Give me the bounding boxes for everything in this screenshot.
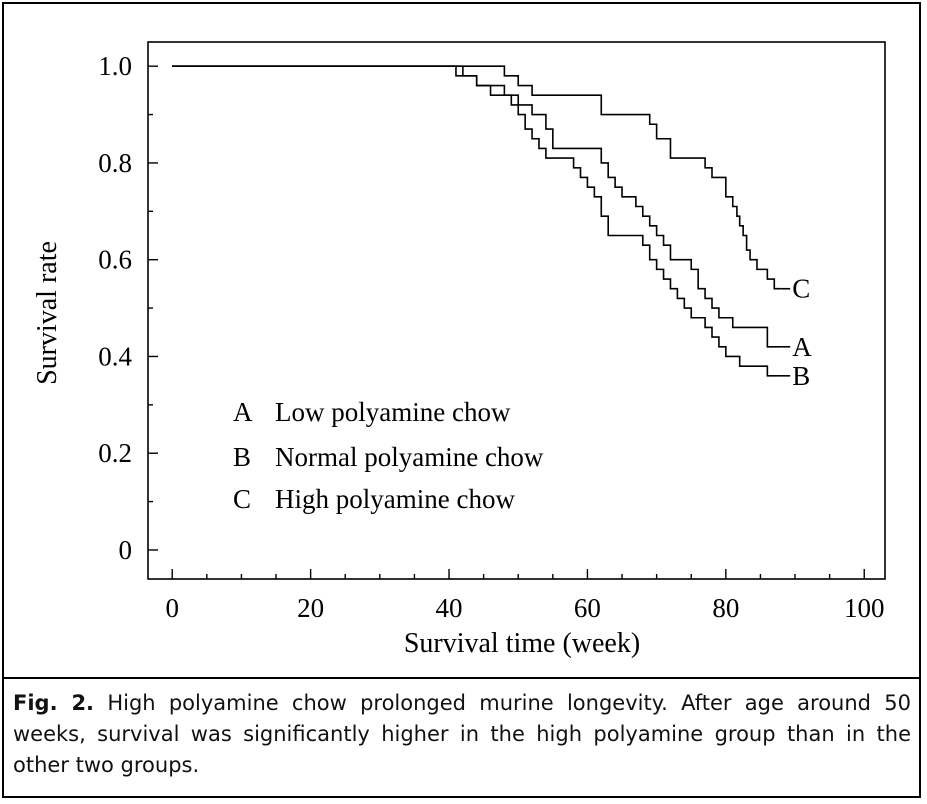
series-end-label-a: A <box>792 332 812 362</box>
series-end-label-c: C <box>792 274 810 304</box>
figure-caption: Fig. 2. High polyamine chow prolonged mu… <box>13 688 911 781</box>
legend-key-a: A <box>233 397 253 427</box>
x-tick-label: 20 <box>297 593 324 623</box>
x-tick-label: 40 <box>436 593 463 623</box>
y-tick-label: 0.8 <box>98 148 132 178</box>
caption-text: High polyamine chow prolonged murine lon… <box>13 691 911 777</box>
legend-label-c: High polyamine chow <box>275 484 515 514</box>
y-tick-label: 0.6 <box>98 245 132 275</box>
axis-ticks <box>148 65 865 579</box>
x-tick-label: 0 <box>165 593 179 623</box>
y-tick-label: 0.2 <box>98 438 132 468</box>
series-end-label-b: B <box>792 361 810 391</box>
y-tick-label: 0 <box>119 535 133 565</box>
x-axis-label: Survival time (week) <box>404 628 640 659</box>
series-lines <box>172 65 782 377</box>
series-line-b <box>172 65 782 377</box>
legend-label-b: Normal polyamine chow <box>275 442 544 472</box>
y-axis-label: Survival rate <box>32 241 63 385</box>
legend-key-b: B <box>233 442 251 472</box>
legend: A Low polyamine chow B Normal polyamine … <box>233 397 544 514</box>
series-line-a <box>172 65 782 348</box>
series-end-labels: AB C <box>781 274 812 391</box>
legend-label-a: Low polyamine chow <box>275 397 511 427</box>
y-tick-label: 0.4 <box>98 341 132 371</box>
series-line-c <box>172 65 782 290</box>
caption-divider <box>4 677 919 679</box>
tick-labels: 0 20 40 60 80 100 0 0.2 0.4 0.6 0.8 1.0 <box>98 51 884 623</box>
y-tick-label: 1.0 <box>98 51 132 81</box>
x-tick-label: 60 <box>574 593 601 623</box>
plot-area-border <box>147 41 886 580</box>
x-tick-label: 80 <box>712 593 739 623</box>
x-tick-label: 100 <box>844 593 885 623</box>
caption-label: Fig. 2. <box>13 691 95 715</box>
legend-key-c: C <box>233 484 251 514</box>
